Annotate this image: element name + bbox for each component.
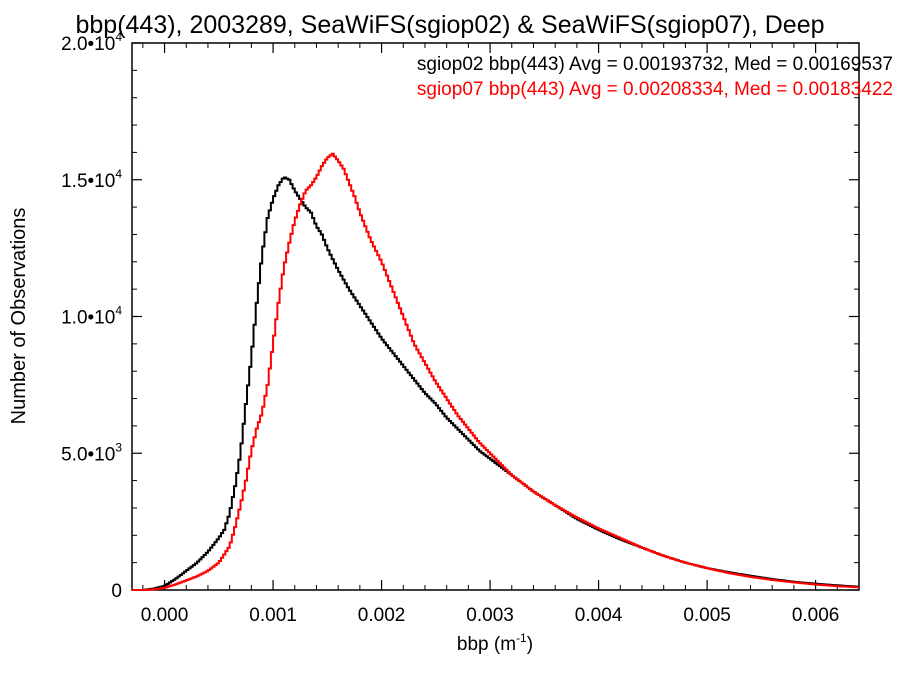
series-group — [132, 152, 859, 591]
legend: sgiop02 bbp(443) Avg = 0.00193732, Med =… — [417, 54, 893, 100]
x-tick-label: 0.003 — [466, 605, 514, 626]
legend-entry-1: sgiop02 bbp(443) Avg = 0.00193732, Med =… — [417, 54, 893, 75]
y-axis-ticks: 0 5.0•103 1.0•104 1.5•104 2.0•104 — [61, 30, 859, 602]
y-axis-label: Number of Observations — [8, 208, 30, 425]
x-tick-label: 0.001 — [249, 605, 297, 626]
chart-title: bbp(443), 2003289, SeaWiFS(sgiop02) & Se… — [75, 11, 824, 39]
series-line-1 — [132, 176, 859, 591]
x-tick-label: 0.005 — [683, 605, 731, 626]
x-axis-label: bbp (m-1) — [457, 631, 533, 655]
y-tick-label: 1.5•104 — [61, 167, 122, 192]
y-tick-label: 2.0•104 — [61, 30, 122, 55]
x-tick-label: 0.004 — [575, 605, 623, 626]
series-line-2 — [132, 152, 859, 591]
y-tick-label: 1.0•104 — [61, 304, 122, 329]
x-tick-label: 0.006 — [792, 605, 840, 626]
x-tick-label: 0.002 — [358, 605, 406, 626]
y-tick-label: 0 — [111, 581, 122, 602]
y-tick-label: 5.0•103 — [61, 440, 122, 465]
x-tick-label: 0.000 — [141, 605, 189, 626]
x-axis-label-unit-exponent: -1 — [516, 631, 527, 645]
x-axis-ticks: 0.000 0.001 0.002 0.003 0.004 0.005 0.006 — [141, 43, 860, 626]
legend-entry-2: sgiop07 bbp(443) Avg = 0.00208334, Med =… — [417, 79, 893, 100]
